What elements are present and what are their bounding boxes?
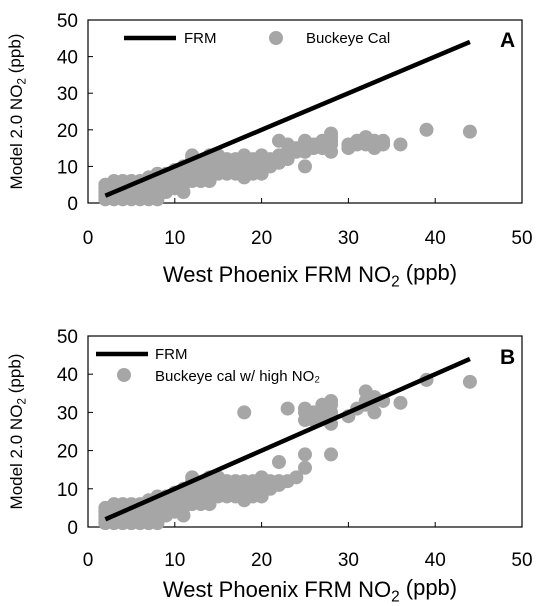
data-point: [376, 133, 391, 148]
panel-label: A: [500, 29, 515, 52]
data-point: [462, 374, 477, 389]
frm-line: [104, 356, 471, 522]
x-tick-label: 0: [83, 550, 94, 571]
legend-line-label: FRM: [155, 346, 188, 363]
chart-panel-a: 0 10 20 30 40 50 0 10 20 30 40 50 West Phoenix FRM N…: [5, 11, 532, 291]
y-tick-label: 50: [57, 11, 78, 32]
y-axis-label: Model 2.0 NO2 (ppb): [5, 354, 28, 510]
panel-label: B: [500, 346, 515, 369]
data-point: [298, 159, 312, 174]
data-point: [324, 126, 339, 141]
data-point: [367, 405, 382, 420]
data-point: [289, 470, 304, 485]
legend-point-label: Buckeye cal w/ high NO₂: [155, 368, 320, 385]
data-point: [298, 460, 312, 475]
data-point: [393, 137, 408, 152]
chart-panel-b: 0 10 20 30 40 50 0 10 20 30 40 50 West Phoenix FRM N…: [5, 327, 532, 606]
plot-frame: [87, 335, 523, 528]
x-tick-label: 10: [164, 228, 185, 249]
y-tick-label: 50: [57, 327, 78, 348]
x-axis-label: West Phoenix FRM NO2 (ppb): [163, 575, 457, 606]
data-point: [324, 393, 339, 408]
x-tick-label: 10: [164, 550, 185, 571]
x-axis-label: West Phoenix FRM NO2 (ppb): [163, 260, 457, 291]
legend-point-label: Buckeye Cal: [306, 30, 390, 47]
x-tick-label: 40: [425, 550, 446, 571]
legend-point-swatch: [117, 368, 131, 382]
data-point: [462, 124, 477, 139]
legend-line-label: FRM: [184, 30, 217, 47]
y-tick-label: 20: [57, 121, 78, 142]
y-tick-label: 0: [67, 518, 78, 539]
x-tick-label: 40: [425, 228, 446, 249]
y-tick-label: 10: [57, 157, 78, 178]
x-tick-label: 30: [338, 550, 359, 571]
y-tick-label: 40: [57, 48, 78, 69]
y-tick-label: 40: [57, 365, 78, 386]
data-point: [324, 447, 339, 462]
data-point: [298, 447, 312, 462]
data-point: [271, 455, 286, 470]
plot-frame: [87, 19, 523, 204]
x-tick-label: 20: [251, 228, 272, 249]
frm-line: [104, 39, 471, 198]
y-tick-label: 30: [57, 403, 78, 424]
x-tick-label: 0: [83, 228, 94, 249]
y-tick-label: 0: [67, 194, 78, 215]
data-point: [237, 405, 252, 420]
legend-point-swatch: [269, 31, 283, 45]
data-point: [280, 401, 295, 416]
y-tick-label: 30: [57, 84, 78, 105]
x-tick-label: 50: [511, 228, 532, 249]
x-tick-label: 20: [251, 550, 272, 571]
x-tick-label: 30: [338, 228, 359, 249]
y-axis-label: Model 2.0 NO2 (ppb): [5, 34, 28, 190]
y-tick-label: 20: [57, 442, 78, 463]
x-tick-label: 50: [511, 550, 532, 571]
data-point: [419, 122, 434, 137]
data-point: [393, 395, 408, 410]
y-tick-label: 10: [57, 480, 78, 501]
